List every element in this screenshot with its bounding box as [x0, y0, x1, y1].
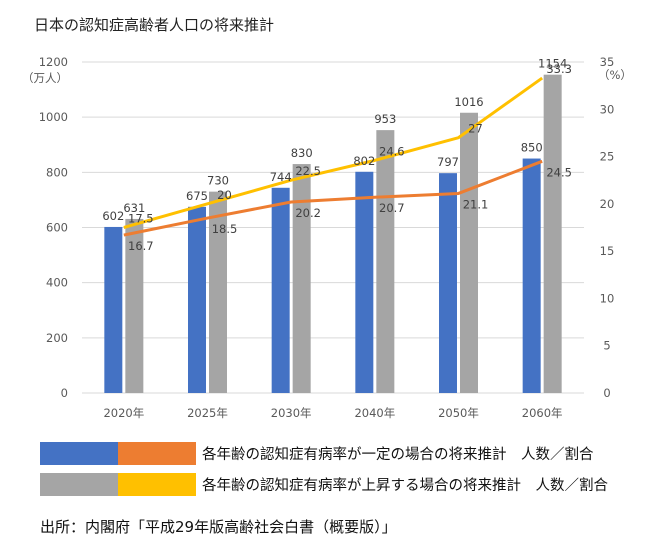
y2-tick-label: 0 [603, 386, 610, 400]
y-tick-label: 400 [46, 276, 68, 290]
y-tick-label: 1000 [39, 110, 68, 124]
y2-tick-label: 25 [600, 150, 615, 164]
y2-axis-unit: （%） [598, 68, 632, 82]
chart-title: 日本の認知症高齢者人口の将来推計 [34, 16, 275, 34]
source-note: 出所：内閣府「平成29年版高齢社会白書（概要版）」 [40, 518, 397, 536]
legend-swatch-rise-bar [40, 472, 118, 496]
x-tick-label: 2025年 [187, 406, 228, 420]
line-data-label: 33.3 [546, 62, 572, 76]
line-data-label: 24.6 [379, 144, 405, 158]
data-labels: 602 675 744 802 797 850 631 730 830 953 1016 1154 16… [102, 57, 572, 253]
bar [104, 226, 123, 393]
bar [522, 158, 541, 393]
line-data-label: 24.5 [546, 165, 572, 179]
bar [460, 112, 478, 394]
bar [271, 187, 290, 393]
line-data-label: 18.5 [212, 222, 238, 236]
y2-tick-label: 20 [600, 197, 615, 211]
y-tick-label: 600 [46, 221, 68, 235]
bars [104, 74, 562, 394]
y2-tick-label: 35 [600, 55, 615, 69]
legend-swatch-const-bar [40, 441, 118, 465]
x-tick-label: 2020年 [103, 406, 144, 420]
line-data-label: 22.5 [295, 164, 321, 178]
bar-data-label: 797 [437, 155, 459, 169]
line-data-label: 20.7 [379, 201, 405, 215]
legend-swatch-const-line [118, 441, 196, 465]
series-line [123, 159, 543, 237]
y2-tick-label: 15 [600, 244, 615, 258]
line-data-label: 21.1 [463, 197, 489, 211]
bar-data-label: 953 [374, 112, 396, 126]
axes: 0 200 400 600 800 1000 1200 0 5 10 15 20 25 30 35 （万人） （… [22, 55, 632, 420]
bar-data-label: 1154 [538, 57, 567, 71]
bar [355, 171, 374, 393]
bar-data-label: 675 [186, 189, 208, 203]
bar [125, 218, 144, 393]
bar-data-label: 744 [270, 170, 292, 184]
bar-data-label: 631 [123, 201, 145, 215]
line-data-label: 27 [468, 122, 483, 136]
y2-tick-label: 30 [600, 102, 615, 116]
line-data-label: 20.2 [295, 206, 321, 220]
bar-data-label: 830 [291, 146, 313, 160]
bar [543, 74, 562, 394]
bar-data-label: 802 [353, 154, 375, 168]
legend-swatch-rise-line [118, 472, 196, 496]
x-tick-label: 2040年 [354, 406, 395, 420]
line-data-label: 16.7 [128, 239, 154, 253]
series-line [123, 76, 544, 229]
bar [292, 164, 311, 393]
y2-tick-label: 10 [600, 291, 615, 305]
line-data-label: 20 [217, 188, 232, 202]
x-tick-label: 2030年 [271, 406, 312, 420]
y-tick-label: 200 [46, 331, 68, 345]
legend-item-rising-rate: 各年齢の認知症有病率が上昇する場合の将来推計 人数／割合 [40, 472, 608, 496]
x-tick-label: 2050年 [438, 406, 479, 420]
legend-item-constant-rate: 各年齢の認知症有病率が一定の場合の将来推計 人数／割合 [40, 441, 594, 465]
y-tick-label: 1200 [39, 55, 68, 69]
legend-label-rising-rate: 各年齢の認知症有病率が上昇する場合の将来推計 人数／割合 [202, 477, 608, 494]
bar-data-label: 1016 [454, 95, 483, 109]
bar [439, 173, 457, 393]
bar-data-label: 850 [521, 141, 543, 155]
legend-label-constant-rate: 各年齢の認知症有病率が一定の場合の将来推計 人数／割合 [202, 446, 594, 463]
gridlines [82, 61, 584, 394]
y-axis-unit: （万人） [22, 71, 68, 85]
lines [123, 76, 544, 237]
y-tick-label: 800 [46, 165, 68, 179]
y-tick-label: 0 [61, 386, 68, 400]
bar [209, 191, 227, 393]
bar [376, 130, 395, 393]
y2-tick-label: 5 [603, 339, 610, 353]
bar-data-label: 730 [207, 174, 229, 188]
chart-canvas: 602 675 744 802 797 850 631 730 830 953 1016 1154 16… [22, 55, 632, 420]
x-tick-label: 2060年 [522, 406, 563, 420]
line-data-label: 17.5 [128, 212, 154, 226]
bar-data-label: 602 [102, 209, 124, 223]
bar [188, 206, 206, 393]
